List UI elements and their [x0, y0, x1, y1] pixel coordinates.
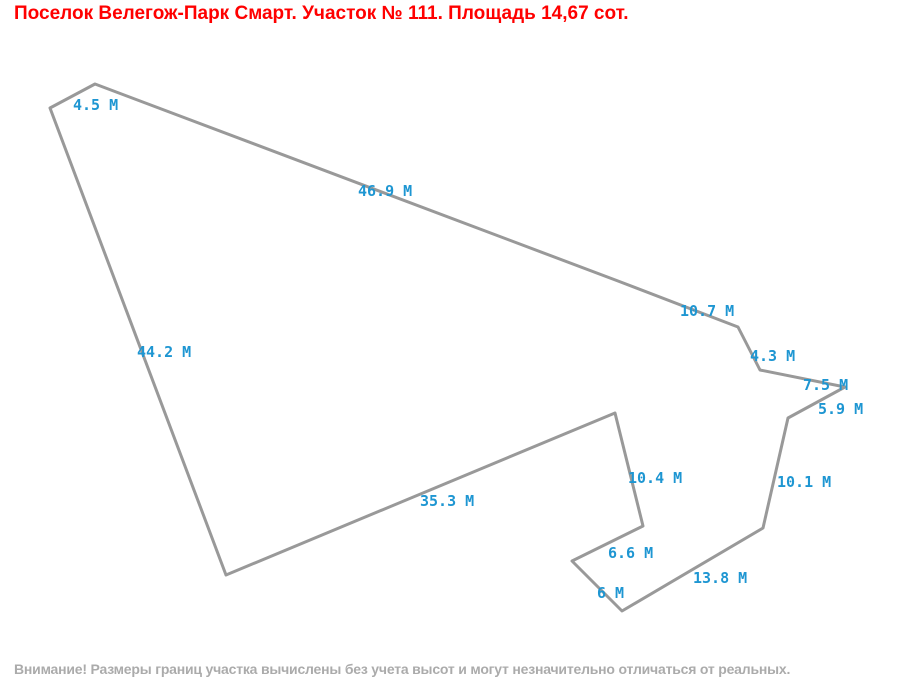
- edge-length-label: 46.9 М: [358, 182, 412, 200]
- edge-length-label: 10.7 М: [680, 302, 734, 320]
- edge-length-label: 10.4 М: [628, 469, 682, 487]
- edge-length-labels: 4.5 М 46.9 М 10.7 М 4.3 М 7.5 М 5.9 М 10.1 М 13…: [73, 96, 863, 602]
- plot-boundary-polygon: [48, 82, 847, 613]
- disclaimer-text: Внимание! Размеры границ участка вычисле…: [14, 661, 791, 677]
- edge-length-label: 7.5 М: [803, 376, 848, 394]
- edge-length-label: 35.3 М: [420, 492, 474, 510]
- edge-length-label: 6 М: [597, 584, 624, 602]
- edge-length-label: 5.9 М: [818, 400, 863, 418]
- page-title: Поселок Велегож-Парк Смарт. Участок № 11…: [14, 3, 629, 24]
- edge-length-label: 13.8 М: [693, 569, 747, 587]
- edge-length-label: 10.1 М: [777, 473, 831, 491]
- edge-length-label: 4.5 М: [73, 96, 118, 114]
- edge-length-label: 4.3 М: [750, 347, 795, 365]
- edge-length-label: 44.2 М: [137, 343, 191, 361]
- edge-length-label: 6.6 М: [608, 544, 653, 562]
